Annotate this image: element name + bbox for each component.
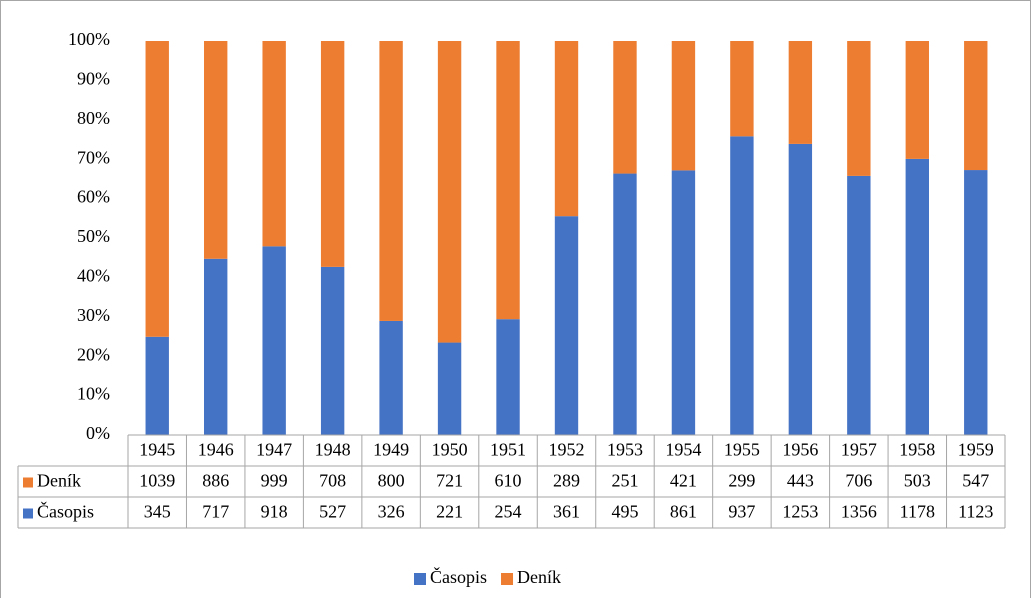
bar-segment [437, 342, 462, 435]
y-tick-label: 40% [77, 266, 110, 286]
bar-segment [554, 216, 579, 435]
table-value: 999 [261, 471, 288, 491]
legend-key [414, 573, 426, 585]
y-tick-label: 50% [77, 226, 110, 246]
bar-segment [437, 41, 462, 343]
table-category: 1945 [139, 440, 175, 460]
table-category: 1950 [432, 440, 468, 460]
table-category: 1957 [841, 440, 877, 460]
bar-segment [613, 41, 637, 174]
table-value: 937 [728, 502, 755, 522]
y-tick-label: 30% [77, 305, 110, 325]
table-category: 1954 [665, 440, 701, 460]
table-category: 1946 [198, 440, 234, 460]
table-value: 289 [553, 471, 580, 491]
table-value: 345 [144, 502, 171, 522]
table-value: 221 [436, 502, 463, 522]
bar-segment [847, 41, 871, 176]
bar-segment [379, 41, 403, 321]
table-value: 610 [495, 471, 522, 491]
legend-label: Časopis [430, 566, 487, 587]
table-value: 1356 [841, 502, 877, 522]
bar-segment [788, 41, 813, 144]
table-value: 861 [670, 502, 697, 522]
bar-segment [145, 41, 169, 337]
bar-segment [964, 41, 988, 171]
table-category: 1952 [549, 440, 585, 460]
y-tick-label: 90% [77, 69, 110, 89]
y-tick-label: 80% [77, 108, 110, 128]
table-value: 254 [495, 502, 522, 522]
y-tick-label: 0% [86, 423, 110, 443]
table-value: 527 [319, 502, 346, 522]
table-category: 1959 [958, 440, 994, 460]
table-value: 800 [378, 471, 405, 491]
legend-key [501, 573, 514, 585]
y-tick-label: 60% [77, 187, 110, 207]
table-value: 495 [611, 502, 638, 522]
bar-segment [905, 41, 929, 159]
table-value: 717 [202, 502, 229, 522]
table-category: 1949 [373, 440, 409, 460]
table-category: 1947 [256, 440, 292, 460]
bar-segment [905, 158, 929, 435]
table-value: 706 [845, 471, 872, 491]
bar-segment [730, 41, 754, 137]
y-tick-label: 70% [77, 147, 110, 167]
bar-segment [964, 170, 988, 436]
table-legend-key [23, 477, 33, 488]
bar-segment [671, 41, 696, 171]
table-series-name: Časopis [37, 501, 94, 522]
table-category: 1956 [782, 440, 818, 460]
bar-segment [496, 319, 520, 435]
bar-segment [262, 246, 286, 435]
table-value: 547 [962, 471, 989, 491]
table-value: 708 [319, 471, 346, 491]
table-value: 361 [553, 502, 580, 522]
table-value: 443 [787, 471, 814, 491]
table-legend-key [23, 508, 33, 519]
table-value: 918 [261, 502, 288, 522]
table-value: 1123 [958, 502, 993, 522]
y-tick-label: 10% [77, 384, 110, 404]
legend-label: Deník [517, 567, 561, 587]
bar-segment [204, 258, 228, 435]
bar-segment [262, 41, 286, 247]
table-value: 251 [611, 471, 638, 491]
y-tick-label: 100% [68, 29, 110, 49]
table-value: 1178 [900, 502, 935, 522]
bar-segment [671, 170, 696, 435]
table-category: 1951 [490, 440, 526, 460]
table-value: 421 [670, 471, 697, 491]
bar-segment [496, 41, 520, 320]
bar-segment [320, 266, 345, 435]
bar-segment [613, 173, 637, 436]
table-value: 326 [378, 502, 405, 522]
table-value: 1253 [782, 502, 818, 522]
table-value: 886 [202, 471, 229, 491]
bar-segment [320, 41, 345, 267]
bar-segment [379, 320, 403, 435]
bar-segment [788, 143, 813, 435]
table-value: 721 [436, 471, 463, 491]
y-tick-label: 20% [77, 344, 110, 364]
table-category: 1958 [899, 440, 935, 460]
table-value: 1039 [139, 471, 175, 491]
bar-segment [730, 136, 754, 435]
table-category: 1953 [607, 440, 643, 460]
table-series-name: Deník [37, 471, 81, 491]
table-value: 299 [728, 471, 755, 491]
table-category: 1948 [315, 440, 351, 460]
table-category: 1955 [724, 440, 760, 460]
bar-segment [847, 175, 871, 436]
table-value: 503 [904, 471, 931, 491]
bar-segment [554, 41, 579, 217]
bar-segment [204, 41, 228, 259]
bar-segment [145, 336, 169, 435]
